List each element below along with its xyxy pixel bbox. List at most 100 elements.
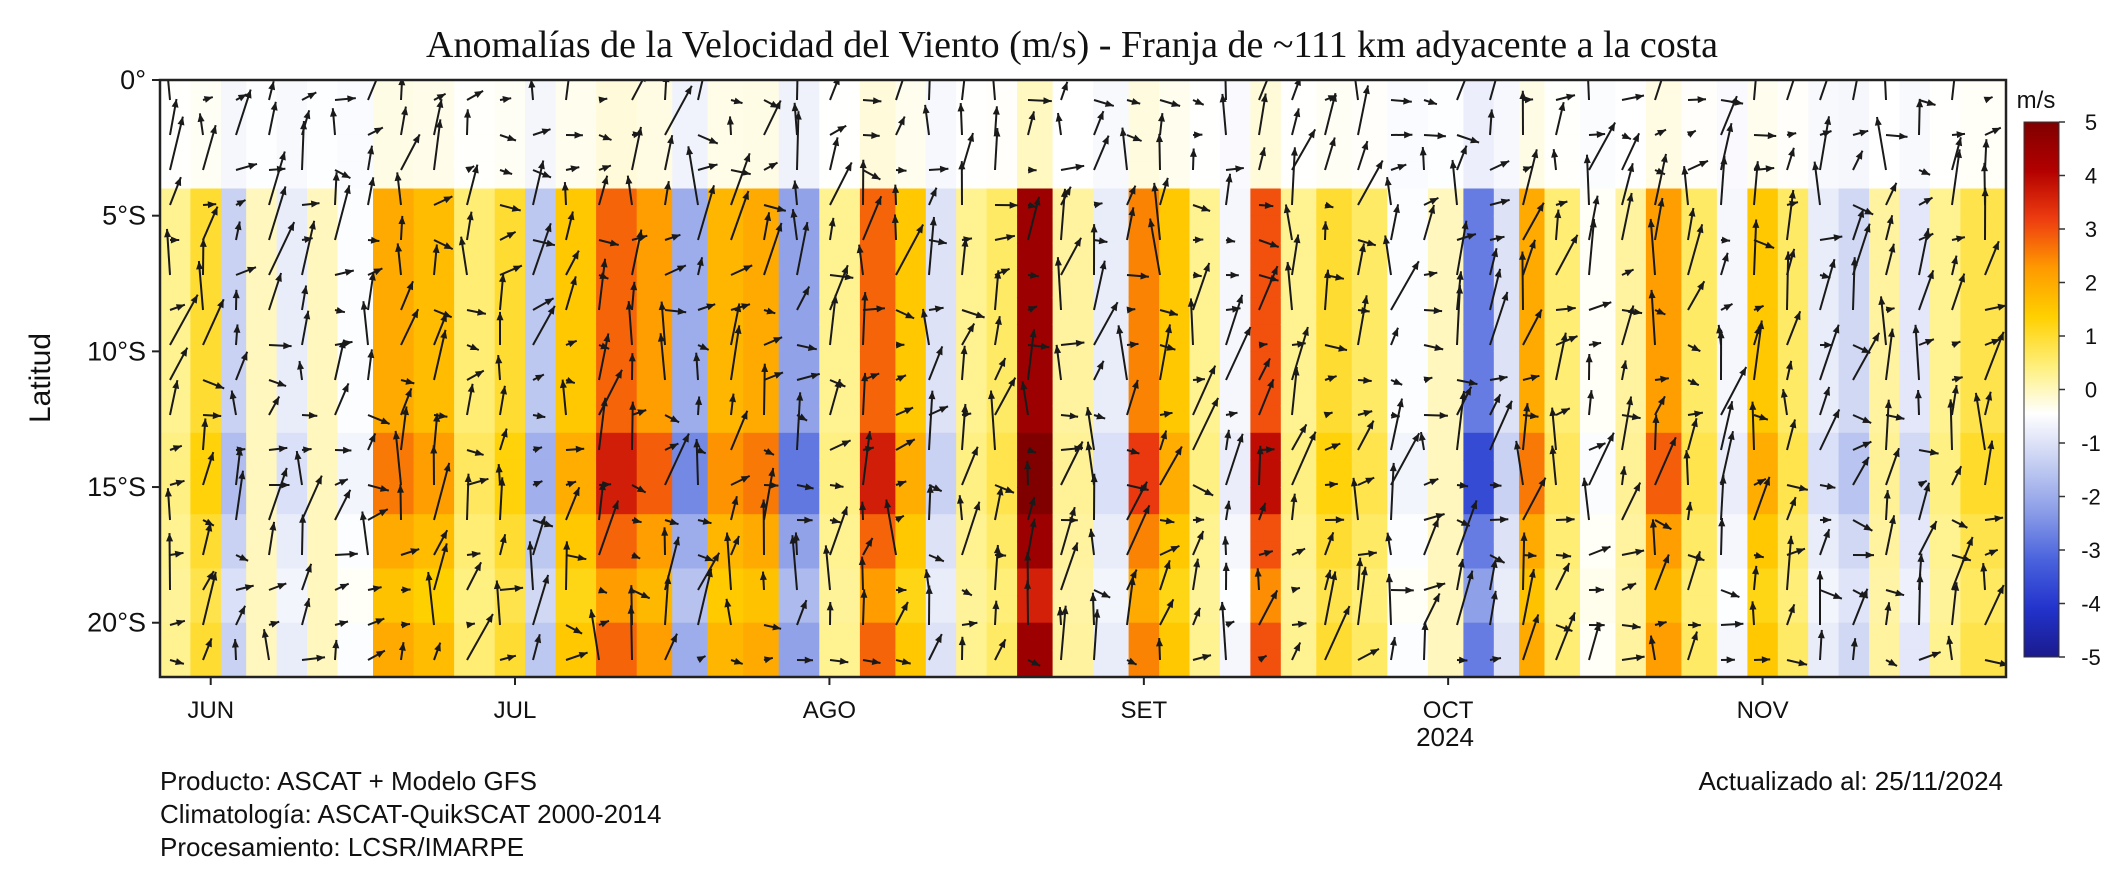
heatmap-cell bbox=[819, 80, 861, 108]
wind-vector-arrow bbox=[1324, 344, 1348, 352]
heatmap-cell bbox=[1645, 487, 1683, 515]
heatmap-cell bbox=[743, 595, 780, 624]
wind-vector-arrow bbox=[559, 379, 567, 416]
wind-vector-arrow bbox=[1126, 98, 1141, 105]
wind-vector-arrow bbox=[1258, 147, 1266, 171]
heatmap-cell bbox=[307, 161, 339, 190]
wind-vector-arrow bbox=[1324, 92, 1337, 136]
heatmap-cell bbox=[413, 324, 455, 353]
heatmap-cell bbox=[1017, 541, 1054, 570]
heatmap-cell bbox=[1189, 161, 1221, 190]
heatmap-cell bbox=[1777, 568, 1809, 597]
heatmap-cell bbox=[778, 514, 821, 543]
wind-vector-arrow bbox=[1984, 303, 2006, 311]
heatmap-cell bbox=[373, 459, 415, 488]
wind-vector-arrow bbox=[565, 250, 580, 276]
heatmap-cell bbox=[1052, 242, 1094, 271]
wind-vector-arrow bbox=[499, 273, 506, 311]
wind-vector-arrow bbox=[730, 152, 751, 206]
heatmap-cell bbox=[1960, 405, 2006, 434]
heatmap-cell bbox=[1869, 297, 1901, 325]
heatmap-cell bbox=[1427, 622, 1465, 651]
wind-vector-arrow bbox=[761, 363, 769, 416]
heatmap-cell bbox=[707, 378, 744, 407]
wind-vector-arrow bbox=[1520, 532, 1528, 591]
wind-vector-arrow bbox=[1225, 271, 1239, 279]
heatmap-cell bbox=[1960, 378, 2006, 407]
wind-vector-arrow bbox=[532, 169, 552, 179]
wind-vector-arrow bbox=[1551, 148, 1559, 171]
heatmap-cell bbox=[1960, 107, 2006, 135]
wind-vector-arrow bbox=[202, 206, 219, 241]
heatmap-cell bbox=[555, 405, 597, 434]
colorbar-title: m/s bbox=[2017, 87, 2056, 114]
x-tick-label: JUL bbox=[494, 697, 537, 724]
wind-vector-arrow bbox=[1621, 132, 1632, 141]
wind-vector-arrow bbox=[696, 257, 704, 276]
heatmap-cell bbox=[1808, 107, 1840, 135]
heatmap-cell bbox=[1387, 595, 1429, 624]
wind-vector-arrow bbox=[1717, 329, 1725, 381]
wind-vector-arrow bbox=[588, 609, 600, 661]
heatmap-cell bbox=[743, 297, 780, 325]
heatmap-cell bbox=[778, 459, 821, 488]
heatmap-cell bbox=[1159, 324, 1191, 353]
wind-vector-arrow bbox=[499, 534, 507, 556]
heatmap-cell bbox=[1519, 378, 1546, 407]
heatmap-cell bbox=[596, 378, 638, 407]
heatmap-cell bbox=[1387, 297, 1429, 325]
wind-vector-arrow bbox=[1786, 659, 1808, 667]
heatmap-cell bbox=[1808, 487, 1840, 515]
heatmap-cell bbox=[672, 541, 709, 570]
heatmap-cell bbox=[1128, 270, 1160, 298]
wind-vector-arrow bbox=[1786, 131, 1797, 139]
wind-vector-arrow bbox=[796, 392, 804, 451]
wind-vector-arrow bbox=[1060, 163, 1085, 171]
heatmap-cell bbox=[1899, 432, 1931, 461]
heatmap-cell bbox=[707, 459, 744, 488]
wind-vector-arrow bbox=[1024, 580, 1032, 626]
heatmap-cell bbox=[1427, 649, 1465, 677]
wind-vector-arrow bbox=[561, 182, 569, 206]
heatmap-cell bbox=[1747, 568, 1779, 597]
wind-vector-arrow bbox=[1984, 659, 2006, 667]
wind-vector-arrow bbox=[928, 390, 936, 451]
heatmap-cell bbox=[1017, 297, 1054, 325]
wind-vector-arrow bbox=[1720, 620, 1744, 628]
wind-vector-arrow bbox=[1554, 209, 1562, 241]
wind-vector-arrow bbox=[1324, 442, 1341, 451]
wind-vector-arrow bbox=[631, 126, 643, 171]
wind-vector-arrow bbox=[1421, 621, 1429, 661]
wind-vector-arrow bbox=[763, 204, 787, 213]
heatmap-cell bbox=[1899, 107, 1931, 135]
heatmap-cell bbox=[672, 405, 709, 434]
wind-vector-arrow bbox=[330, 108, 337, 136]
heatmap-cell bbox=[1128, 622, 1160, 651]
wind-vector-arrow bbox=[433, 529, 449, 556]
wind-vector-arrow bbox=[1060, 188, 1068, 241]
wind-vector-arrow bbox=[169, 658, 185, 665]
heatmap-cell bbox=[1052, 459, 1094, 488]
wind-vector-arrow bbox=[1324, 605, 1351, 661]
wind-vector-arrow bbox=[164, 488, 172, 521]
wind-vector-arrow bbox=[268, 620, 280, 628]
wind-vector-arrow bbox=[1192, 376, 1205, 384]
heatmap-cell bbox=[413, 80, 455, 108]
heatmap-cell bbox=[986, 459, 1018, 488]
wind-vector-arrow bbox=[202, 571, 218, 626]
wind-vector-arrow bbox=[1055, 112, 1063, 136]
wind-vector-arrow bbox=[367, 649, 386, 661]
heatmap-cell bbox=[1747, 80, 1779, 108]
heatmap-cell bbox=[1017, 134, 1054, 163]
wind-vector-arrow bbox=[1522, 239, 1536, 276]
heatmap-cell bbox=[1681, 107, 1718, 135]
heatmap-cell bbox=[1387, 188, 1429, 217]
wind-vector-arrow bbox=[625, 175, 633, 206]
heatmap-cell bbox=[986, 432, 1018, 461]
wind-vector-arrow bbox=[1423, 513, 1445, 521]
wind-vector-arrow bbox=[202, 518, 215, 527]
heatmap-cell bbox=[1017, 514, 1054, 543]
heatmap-cell bbox=[373, 161, 415, 190]
heatmap-cell bbox=[672, 270, 709, 298]
wind-vector-arrow bbox=[1852, 150, 1864, 171]
